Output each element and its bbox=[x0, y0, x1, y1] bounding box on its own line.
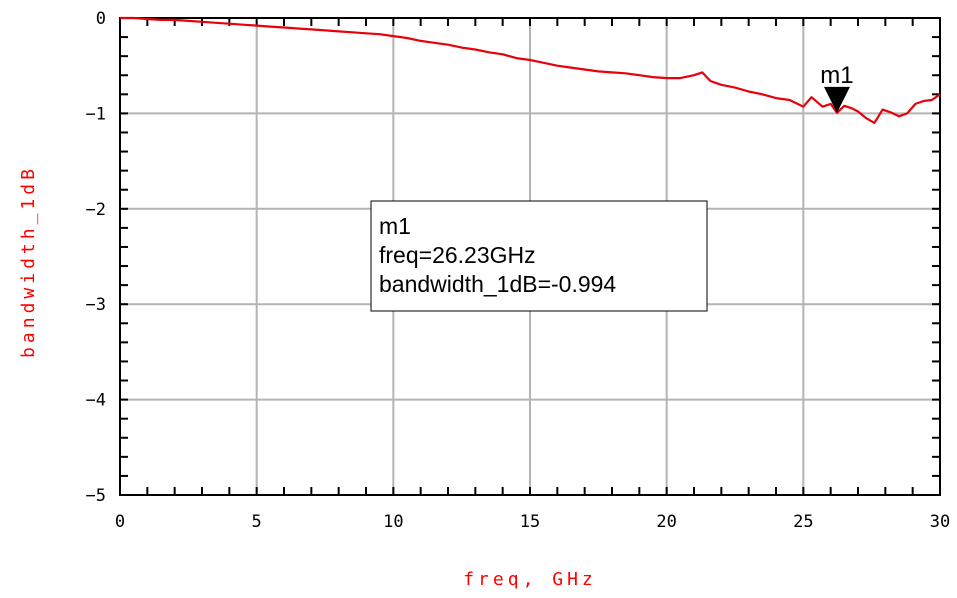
y-tick-label: −5 bbox=[86, 486, 106, 506]
x-tick-label: 10 bbox=[383, 512, 403, 532]
series-line bbox=[120, 16, 941, 125]
x-tick-label: 0 bbox=[115, 512, 125, 532]
marker-readout-name: m1 bbox=[379, 213, 411, 239]
series-layer bbox=[120, 16, 941, 125]
marker-readout-value: bandwidth_1dB=-0.994 bbox=[379, 271, 616, 297]
x-tick-label: 25 bbox=[793, 512, 813, 532]
y-tick-label: −2 bbox=[86, 200, 106, 220]
y-tick-label: −3 bbox=[86, 295, 106, 315]
x-tick-label: 15 bbox=[520, 512, 540, 532]
x-tick-label: 20 bbox=[656, 512, 676, 532]
tick-labels: 0 5 10 15 20 25 30 0 −1 −2 −3 −4 −5 bbox=[86, 9, 951, 532]
marker-label: m1 bbox=[820, 62, 853, 89]
plot-frame bbox=[119, 17, 941, 496]
y-tick-label: 0 bbox=[96, 9, 106, 29]
marker-layer: m1 bbox=[820, 62, 854, 113]
marker-readout-freq: freq=26.23GHz bbox=[379, 242, 536, 268]
marker-triangle bbox=[823, 86, 850, 113]
x-tick-label: 30 bbox=[930, 512, 950, 532]
x-tick-label: 5 bbox=[252, 512, 262, 532]
y-axis-title: bandwidth_1dB bbox=[18, 165, 39, 358]
x-axis-title: freq, GHz bbox=[463, 569, 597, 590]
marker-readout-frame bbox=[370, 200, 708, 312]
y-tick-label: −1 bbox=[86, 104, 106, 124]
marker-readout-box: m1 freq=26.23GHz bandwidth_1dB=-0.994 bbox=[370, 200, 708, 312]
y-tick-label: −4 bbox=[86, 391, 106, 411]
